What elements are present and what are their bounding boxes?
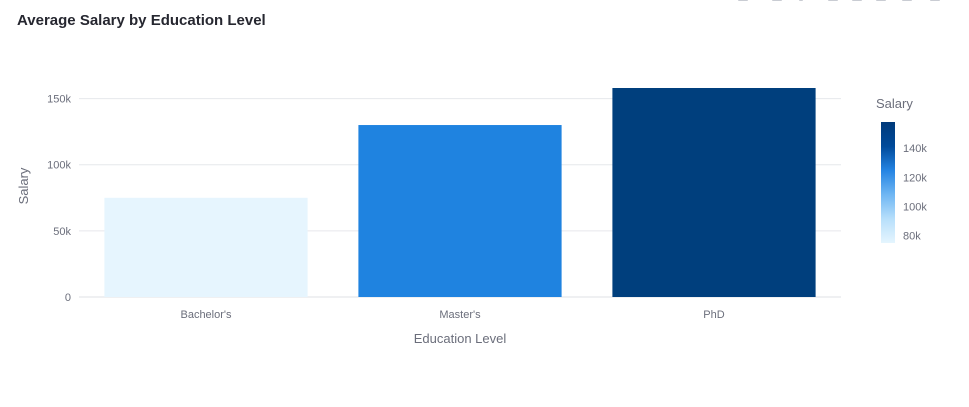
colorbar-tick-label: 120k bbox=[903, 172, 927, 184]
colorbar-tick-label: 100k bbox=[903, 202, 927, 214]
colorbar-title: Salary bbox=[876, 96, 913, 111]
colorbar: Salary 80k 100k 120k 140k bbox=[876, 96, 927, 243]
x-axis-title: Education Level bbox=[414, 331, 507, 346]
y-tick-labels: 0 50k 100k 150k bbox=[47, 94, 71, 304]
pan-icon[interactable] bbox=[794, 0, 808, 4]
y-tick-label: 0 bbox=[65, 292, 71, 304]
colorbar-tick-labels: 80k 100k 120k 140k bbox=[903, 143, 927, 242]
bar[interactable] bbox=[104, 197, 308, 297]
bar[interactable] bbox=[358, 125, 562, 298]
bars bbox=[104, 88, 816, 298]
zoom-in-icon[interactable] bbox=[826, 0, 840, 4]
autoscale-icon[interactable] bbox=[874, 0, 888, 4]
x-tick-label: Bachelor's bbox=[180, 309, 232, 321]
y-tick-label: 100k bbox=[47, 160, 71, 172]
y-axis-title: Salary bbox=[16, 167, 31, 204]
colorbar-tick-label: 140k bbox=[903, 143, 927, 155]
colorbar-gradient bbox=[881, 122, 895, 243]
x-tick-label: PhD bbox=[703, 309, 724, 321]
camera-icon[interactable] bbox=[736, 0, 750, 4]
fullscreen-icon[interactable] bbox=[928, 0, 942, 4]
chart-title: Average Salary by Education Level bbox=[17, 12, 266, 29]
zoom-out-icon[interactable] bbox=[850, 0, 864, 4]
y-tick-label: 50k bbox=[53, 226, 71, 238]
x-tick-label: Master's bbox=[439, 309, 481, 321]
x-tick-labels: Bachelor's Master's PhD bbox=[180, 309, 724, 321]
y-tick-label: 150k bbox=[47, 94, 71, 106]
bar[interactable] bbox=[612, 88, 816, 297]
colorbar-tick-label: 80k bbox=[903, 231, 921, 243]
zoom-icon[interactable] bbox=[770, 0, 784, 4]
reset-axes-icon[interactable] bbox=[900, 0, 914, 4]
